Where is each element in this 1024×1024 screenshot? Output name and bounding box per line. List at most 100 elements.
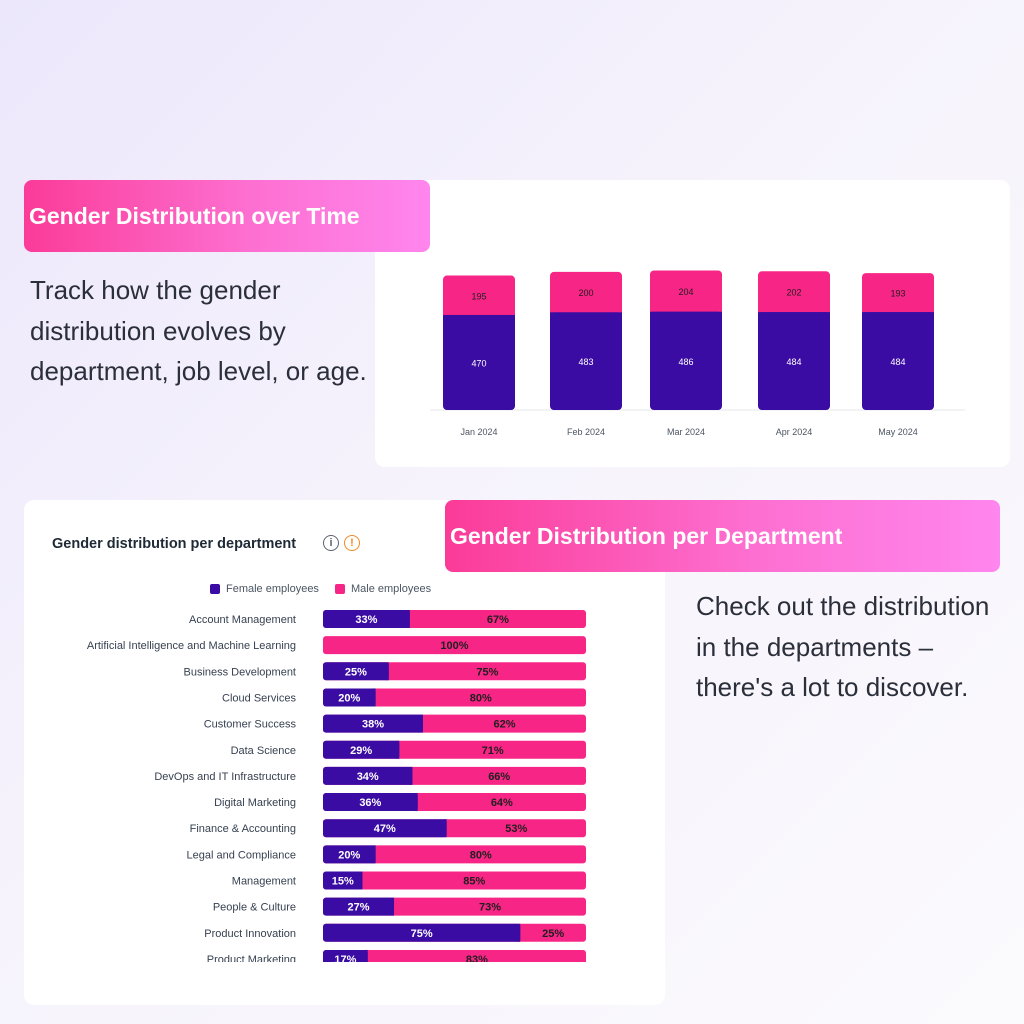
bar-female xyxy=(323,845,376,864)
data-label-male: 62% xyxy=(493,719,515,731)
category-label: Legal and Compliance xyxy=(187,849,296,861)
category-label: Product Marketing xyxy=(207,954,296,966)
legend-item-female[interactable]: Female employees xyxy=(210,583,319,595)
plot-area: Account Management 33% 67% Artificial Intel… xyxy=(87,610,586,966)
category-label: Finance & Accounting xyxy=(190,823,296,835)
bar-female-edge xyxy=(419,714,423,733)
data-label-female: 20% xyxy=(338,849,360,861)
bar-female-edge xyxy=(391,897,395,916)
data-label-female: 27% xyxy=(347,902,369,914)
bar-female-fill xyxy=(862,312,934,406)
legend-label-male: Male employees xyxy=(351,583,432,595)
legend-item-male[interactable]: Male employees xyxy=(335,583,431,595)
x-tick-label: Jan 2024 xyxy=(460,427,497,437)
category-label: Product Innovation xyxy=(204,928,296,940)
bar-female-fill xyxy=(443,314,515,406)
data-label-female: 29% xyxy=(350,745,372,757)
category-label: Data Science xyxy=(231,745,296,757)
bar-female-edge xyxy=(517,923,521,942)
legend-swatch-female xyxy=(210,584,220,594)
bar-male xyxy=(443,275,515,319)
department-chart: Account Management 33% 67% Artificial Intel… xyxy=(87,610,586,966)
data-label-female: 20% xyxy=(338,692,360,704)
data-label-female: 47% xyxy=(374,823,396,835)
category-label: Business Development xyxy=(183,666,296,678)
data-label-female: 484 xyxy=(786,357,801,367)
dept-section-banner-label: Gender Distribution per Department xyxy=(450,522,843,549)
legend-label-female: Female employees xyxy=(226,583,319,595)
category-label: Cloud Services xyxy=(222,692,296,704)
data-label-male: 64% xyxy=(491,797,513,809)
bar-female xyxy=(323,714,423,733)
bar-female xyxy=(323,740,400,759)
data-label-female: 38% xyxy=(362,719,384,731)
data-label-female: 486 xyxy=(678,357,693,367)
bar-female-edge xyxy=(406,610,410,628)
time-section-banner-label: Gender Distribution over Time xyxy=(29,202,360,229)
dept-section-banner: Gender Distribution per Department xyxy=(445,500,1000,572)
data-label-male: 195 xyxy=(471,291,486,301)
bar-male xyxy=(323,688,586,707)
data-label-male: 83% xyxy=(466,954,488,966)
bar-female xyxy=(323,793,418,812)
category-label: DevOps and IT Infrastructure xyxy=(154,771,296,783)
data-label-male: 80% xyxy=(470,692,492,704)
bar-female-edge xyxy=(359,871,363,890)
time-section-banner: Gender Distribution over Time xyxy=(24,180,430,252)
data-label-female: 34% xyxy=(357,771,379,783)
x-tick-label: Mar 2024 xyxy=(667,427,705,437)
bar-female xyxy=(323,819,447,838)
data-label-male: 66% xyxy=(488,771,510,783)
info-icon[interactable]: i xyxy=(323,535,339,551)
bar-male xyxy=(323,949,586,962)
data-label-male: 73% xyxy=(479,902,501,914)
data-label-male: 75% xyxy=(476,666,498,678)
category-label: Customer Success xyxy=(204,719,297,731)
data-label-male: 204 xyxy=(678,287,693,297)
x-tick-label: Feb 2024 xyxy=(567,427,605,437)
category-label: Management xyxy=(232,876,296,888)
bar-female-fill xyxy=(758,312,830,406)
data-label-female: 484 xyxy=(890,357,905,367)
bar-female-edge xyxy=(414,793,418,812)
bar-male xyxy=(323,636,586,655)
data-label-male: 71% xyxy=(482,745,504,757)
time-chart: 195 470 Jan 2024 200 483 Feb 2024 204 486 Mar 20… xyxy=(430,270,965,437)
bar-male xyxy=(758,271,830,317)
data-label-male: 202 xyxy=(786,288,801,298)
data-label-female: 15% xyxy=(332,876,354,888)
bar-female-edge xyxy=(364,949,368,962)
bar-male xyxy=(550,271,622,317)
department-chart-title: Gender distribution per department xyxy=(52,536,297,552)
data-label-female: 483 xyxy=(578,357,593,367)
data-label-female: 17% xyxy=(334,954,356,966)
bar-female-edge xyxy=(409,766,413,785)
category-label: Digital Marketing xyxy=(214,797,296,809)
data-label-female: 25% xyxy=(345,666,367,678)
data-label-male: 100% xyxy=(440,640,468,652)
bar-female-edge xyxy=(443,819,447,838)
bar-female xyxy=(323,688,376,707)
category-label: People & Culture xyxy=(213,902,296,914)
data-label-female: 75% xyxy=(411,928,433,940)
bar-female-edge xyxy=(372,845,376,864)
data-label-female: 33% xyxy=(355,614,377,626)
bar-female-edge xyxy=(385,662,389,681)
bar-female xyxy=(323,949,368,962)
data-label-male: 200 xyxy=(578,288,593,298)
warning-icon[interactable]: ! xyxy=(344,535,360,551)
category-label: Account Management xyxy=(189,614,296,626)
data-label-female: 470 xyxy=(471,358,486,368)
bar-female xyxy=(323,923,521,942)
data-label-male: 53% xyxy=(505,823,527,835)
dept-section-description: Check out the distribution in the depart… xyxy=(696,591,990,702)
bar-female-edge xyxy=(372,688,376,707)
x-tick-label: Apr 2024 xyxy=(776,427,813,437)
bar-female xyxy=(323,662,389,681)
data-label-male: 85% xyxy=(463,876,485,888)
bar-female-fill xyxy=(550,312,622,406)
data-label-male: 80% xyxy=(470,849,492,861)
department-chart-card: Gender distribution per department i ! F… xyxy=(24,500,665,1005)
time-section-description: Track how the gender distribution evolve… xyxy=(30,275,367,386)
bar-male xyxy=(323,845,586,864)
